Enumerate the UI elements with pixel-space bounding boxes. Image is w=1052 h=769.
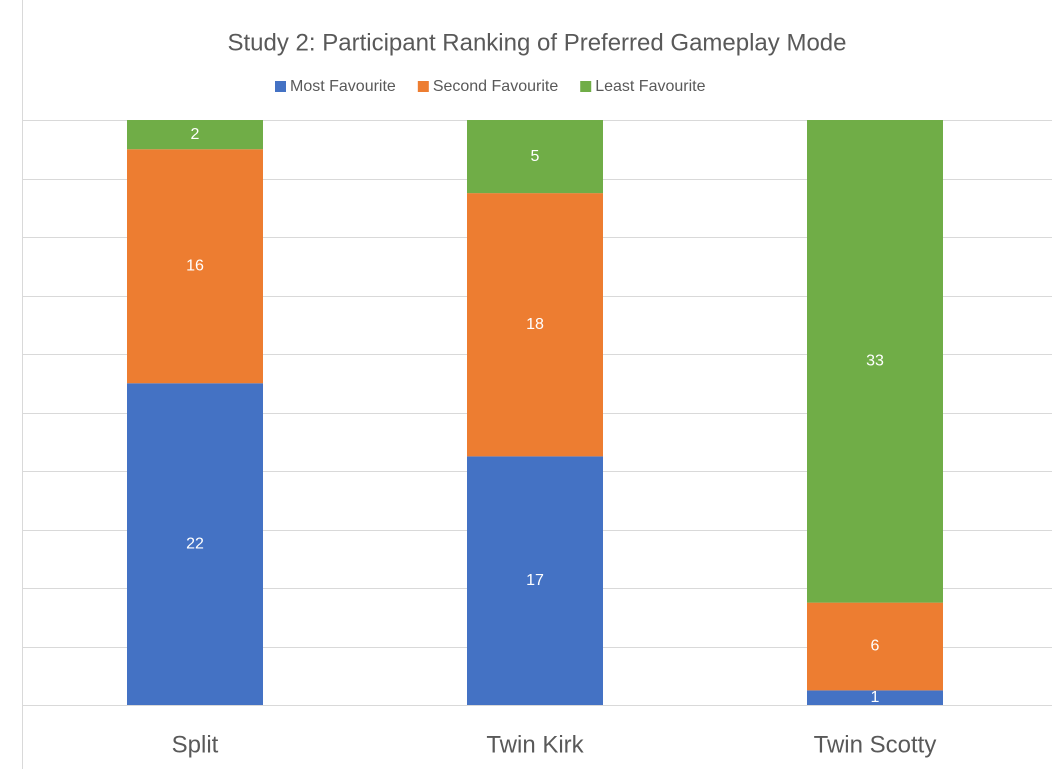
legend-swatch [417,81,429,92]
bar-segment [807,690,943,705]
chart-title: Study 2: Participant Ranking of Preferre… [228,29,847,56]
legend-swatch [275,81,286,92]
data-label: 1 [871,689,880,706]
legend-label: Least Favourite [595,78,705,95]
x-tick-label: Twin Scotty [814,731,937,758]
data-label: 6 [871,638,880,655]
data-label: 2 [191,126,200,143]
legend-label: Second Favourite [433,78,559,95]
bar-segment [467,193,603,457]
data-label: 17 [526,572,544,589]
data-label: 22 [186,535,204,552]
data-label: 33 [866,353,884,370]
bar-segment [127,149,263,384]
data-label: 5 [531,148,540,165]
legend-swatch [580,81,592,92]
bar-segment [807,120,943,603]
bar-segment [127,383,263,705]
data-label: 16 [186,257,204,274]
legend-label: Most Favourite [290,78,396,95]
x-tick-label: Twin Kirk [486,731,584,758]
bar-segment [467,120,603,194]
data-label: 18 [526,316,544,333]
x-tick-label: Split [172,731,219,758]
bar-segment [807,602,943,691]
bar-segment [127,120,263,150]
bar-segment [467,456,603,705]
